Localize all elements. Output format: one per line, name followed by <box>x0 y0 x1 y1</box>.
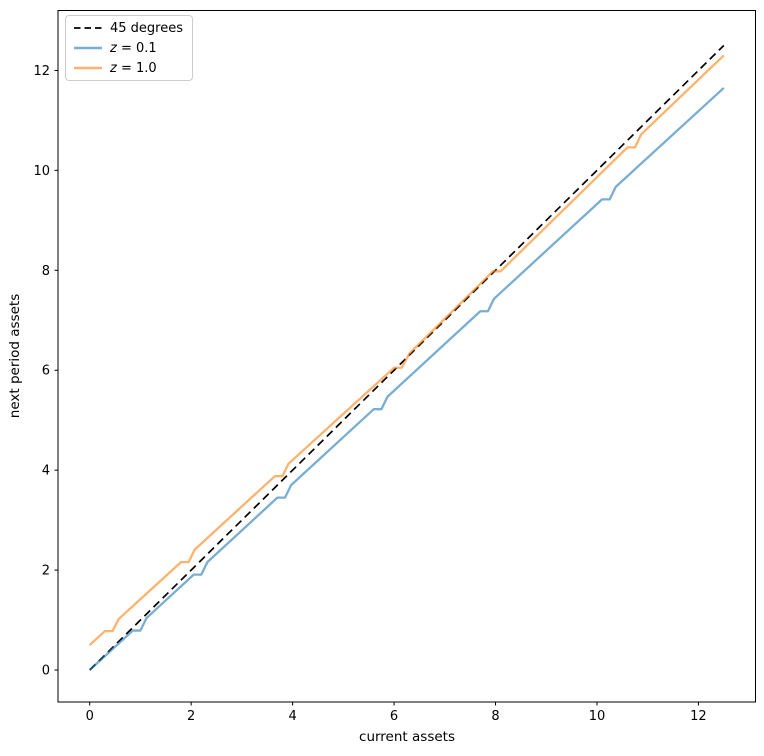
legend-label-variable: z <box>110 40 117 56</box>
legend-item-2: z = 1.0 <box>73 58 185 78</box>
x-tick-label: 8 <box>491 709 499 724</box>
legend-label-0: 45 degrees <box>110 20 184 36</box>
y-tick-label: 2 <box>42 564 50 579</box>
y-tick-label: 6 <box>42 364 50 379</box>
x-tick-label: 6 <box>390 709 398 724</box>
legend-label-1: z = 0.1 <box>110 40 157 56</box>
legend: 45 degrees z = 0.1 z = 1.0 <box>65 15 193 81</box>
legend-item-1: z = 0.1 <box>73 38 185 58</box>
axes-frame <box>57 10 756 703</box>
x-tick-label: 4 <box>288 709 296 724</box>
legend-item-0: 45 degrees <box>73 18 185 38</box>
x-axis-label: current assets <box>359 729 455 745</box>
series-line-1 <box>88 87 725 671</box>
y-tick-label: 8 <box>42 264 50 279</box>
y-tick-label: 12 <box>33 64 50 79</box>
legend-label-variable: z <box>110 60 117 76</box>
x-tick-label: 0 <box>86 709 94 724</box>
y-tick-label: 4 <box>42 464 50 479</box>
x-tick-label: 2 <box>187 709 195 724</box>
y-axis-label: next period assets <box>7 293 23 419</box>
x-tick-label: 12 <box>690 709 707 724</box>
legend-line-sample-1 <box>74 46 102 50</box>
legend-line-sample-0 <box>74 27 102 29</box>
legend-line-sample-2 <box>74 66 102 70</box>
x-tick-label: 10 <box>589 709 606 724</box>
y-tick-label: 10 <box>33 164 50 179</box>
series-line-0 <box>89 44 725 671</box>
legend-label-2: z = 1.0 <box>110 60 157 76</box>
y-tick-label: 0 <box>42 664 50 679</box>
series-line-2 <box>88 54 725 646</box>
